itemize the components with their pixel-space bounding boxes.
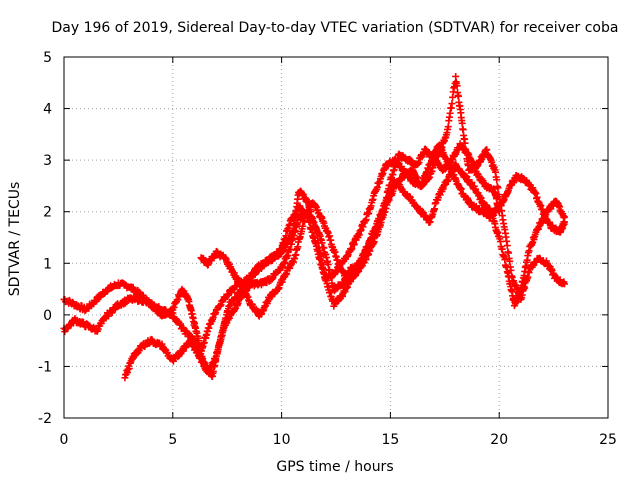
x-tick-label: 5 bbox=[168, 432, 177, 448]
axis-ticks bbox=[63, 56, 609, 419]
y-tick-label: 1 bbox=[43, 256, 52, 272]
y-tick-label: -1 bbox=[38, 359, 52, 375]
data-point bbox=[494, 184, 502, 192]
data-series bbox=[60, 72, 568, 382]
data-point bbox=[444, 123, 452, 131]
y-tick-label: 5 bbox=[43, 50, 52, 66]
series-4 bbox=[197, 140, 503, 320]
data-point bbox=[560, 280, 568, 288]
x-tick-label: 15 bbox=[381, 432, 399, 448]
x-tick-label: 10 bbox=[273, 432, 291, 448]
x-tick-label: 25 bbox=[599, 432, 617, 448]
plot-frame bbox=[63, 56, 609, 419]
y-tick-label: 3 bbox=[43, 153, 52, 169]
x-tick-label: 0 bbox=[60, 432, 69, 448]
data-point bbox=[448, 100, 456, 108]
series-3 bbox=[121, 141, 568, 382]
data-point bbox=[324, 260, 332, 268]
x-axis-label: GPS time / hours bbox=[276, 459, 393, 475]
y-axis-label: SDTVAR / TECUs bbox=[7, 182, 23, 297]
x-tick-label: 20 bbox=[490, 432, 508, 448]
y-tick-label: 2 bbox=[43, 205, 52, 221]
data-point bbox=[453, 82, 461, 90]
y-tick-label: 0 bbox=[43, 308, 52, 324]
chart-title: Day 196 of 2019, Sidereal Day-to-day VTE… bbox=[52, 20, 619, 36]
data-point bbox=[560, 218, 568, 226]
data-point bbox=[493, 176, 501, 184]
data-point bbox=[495, 208, 503, 216]
data-point bbox=[503, 242, 511, 250]
y-tick-label: -2 bbox=[38, 411, 52, 427]
data-point bbox=[454, 92, 462, 100]
series-2 bbox=[60, 160, 568, 380]
y-tick-label: 4 bbox=[43, 102, 52, 118]
tick-labels: 0 5 10 15 20 25 -2 -1 0 1 2 3 4 5 bbox=[38, 50, 617, 448]
